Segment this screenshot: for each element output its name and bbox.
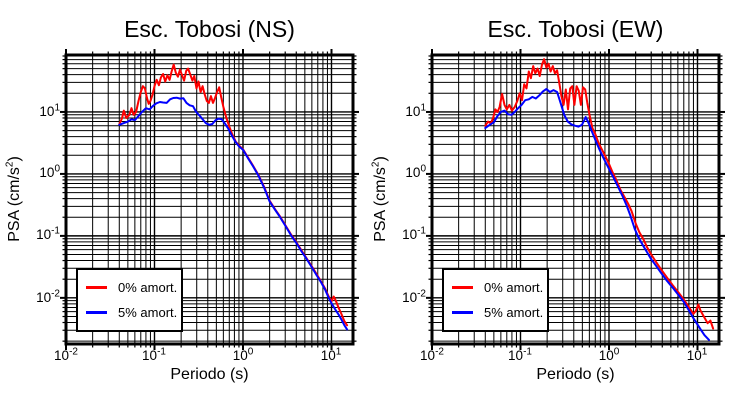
subplot-ns: Esc. Tobosi (NS) PSA (cm/s2) 101 100 10-…	[5, 16, 359, 383]
legend-entry: 0% amort.	[452, 280, 547, 295]
legend-line-sample-0pct	[452, 286, 473, 289]
plot-area-ns	[60, 49, 359, 350]
chart-title-ns: Esc. Tobosi (NS)	[124, 16, 295, 42]
x-tick-label: 10-1	[142, 346, 166, 363]
legend-label: 0% amort.	[118, 280, 178, 295]
y-tick-label: 100	[405, 163, 426, 180]
plot-area-ew	[426, 49, 725, 350]
x-tick-label: 10-2	[420, 346, 444, 363]
legend-line-sample-0pct	[86, 286, 107, 289]
y-tick-label: 10-2	[36, 288, 60, 305]
x-axis-label: Periodo (s)	[170, 366, 249, 383]
legend-line-sample-5pct	[452, 311, 473, 314]
y-tick-label: 10-1	[402, 225, 426, 242]
legend-entry: 0% amort.	[86, 280, 181, 295]
y-tick-label: 101	[39, 102, 60, 119]
subplot-ew: Esc. Tobosi (EW) PSA (cm/s2) 101 100 10-…	[366, 0, 730, 400]
x-tick-label: 10-2	[54, 346, 78, 363]
legend: 0% amort. 5% amort.	[442, 268, 549, 332]
x-tick-label: 100	[232, 346, 254, 363]
legend-entry: 5% amort.	[86, 305, 181, 320]
y-tick-label: 101	[405, 102, 426, 119]
legend-label: 5% amort.	[484, 305, 544, 320]
x-tick-label: 10-1	[508, 346, 532, 363]
legend-entry: 5% amort.	[452, 305, 547, 320]
x-tick-label: 100	[598, 346, 620, 363]
x-tick-label: 101	[686, 346, 708, 363]
legend-label: 0% amort.	[484, 280, 544, 295]
y-tick-label: 10-1	[36, 225, 60, 242]
legend: 0% amort. 5% amort.	[76, 268, 183, 332]
y-tick-label: 100	[39, 163, 60, 180]
legend-line-sample-5pct	[86, 311, 107, 314]
x-tick-label: 101	[320, 346, 342, 363]
chart-title-ew: Esc. Tobosi (EW)	[487, 16, 664, 42]
x-axis-label: Periodo (s)	[536, 366, 615, 383]
legend-label: 5% amort.	[118, 305, 178, 320]
y-tick-label: 10-2	[402, 288, 426, 305]
